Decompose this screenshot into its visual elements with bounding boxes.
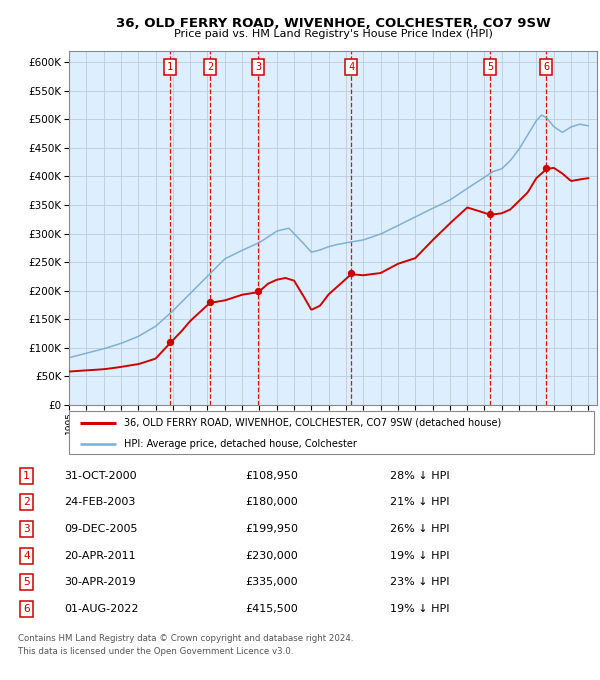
Text: 31-OCT-2000: 31-OCT-2000 [64,471,137,481]
Text: 30-APR-2019: 30-APR-2019 [64,577,136,588]
Text: £335,000: £335,000 [245,577,298,588]
Text: 4: 4 [348,62,355,72]
Text: 01-AUG-2022: 01-AUG-2022 [64,604,139,614]
Text: 19% ↓ HPI: 19% ↓ HPI [391,604,450,614]
Text: 3: 3 [23,524,30,534]
Point [346,268,356,279]
Text: 28% ↓ HPI: 28% ↓ HPI [391,471,450,481]
Text: Price paid vs. HM Land Registry's House Price Index (HPI): Price paid vs. HM Land Registry's House … [173,29,493,39]
Text: 1: 1 [167,62,173,72]
Point [542,163,551,173]
Text: 36, OLD FERRY ROAD, WIVENHOE, COLCHESTER, CO7 9SW: 36, OLD FERRY ROAD, WIVENHOE, COLCHESTER… [116,17,550,30]
Text: £180,000: £180,000 [245,497,298,507]
Text: 5: 5 [23,577,30,588]
Text: £415,500: £415,500 [245,604,298,614]
Text: 3: 3 [255,62,262,72]
Text: £108,950: £108,950 [245,471,298,481]
Text: 24-FEB-2003: 24-FEB-2003 [64,497,136,507]
Text: 4: 4 [23,551,30,560]
Text: 36, OLD FERRY ROAD, WIVENHOE, COLCHESTER, CO7 9SW (detached house): 36, OLD FERRY ROAD, WIVENHOE, COLCHESTER… [124,418,502,428]
Text: 09-DEC-2005: 09-DEC-2005 [64,524,138,534]
Text: 5: 5 [487,62,493,72]
Text: HPI: Average price, detached house, Colchester: HPI: Average price, detached house, Colc… [124,439,357,449]
Text: 6: 6 [23,604,30,614]
Text: 6: 6 [544,62,550,72]
Text: £199,950: £199,950 [245,524,298,534]
Text: 26% ↓ HPI: 26% ↓ HPI [391,524,450,534]
Text: This data is licensed under the Open Government Licence v3.0.: This data is licensed under the Open Gov… [18,647,293,656]
Point [485,208,495,219]
Text: 20-APR-2011: 20-APR-2011 [64,551,136,560]
Text: 21% ↓ HPI: 21% ↓ HPI [391,497,450,507]
Point [254,285,263,296]
Text: 23% ↓ HPI: 23% ↓ HPI [391,577,450,588]
Text: 19% ↓ HPI: 19% ↓ HPI [391,551,450,560]
Text: 1: 1 [23,471,30,481]
Text: Contains HM Land Registry data © Crown copyright and database right 2024.: Contains HM Land Registry data © Crown c… [18,634,353,643]
Text: 2: 2 [23,497,30,507]
Point [165,337,175,348]
Text: £230,000: £230,000 [245,551,298,560]
Text: 2: 2 [207,62,213,72]
Point [205,296,215,307]
